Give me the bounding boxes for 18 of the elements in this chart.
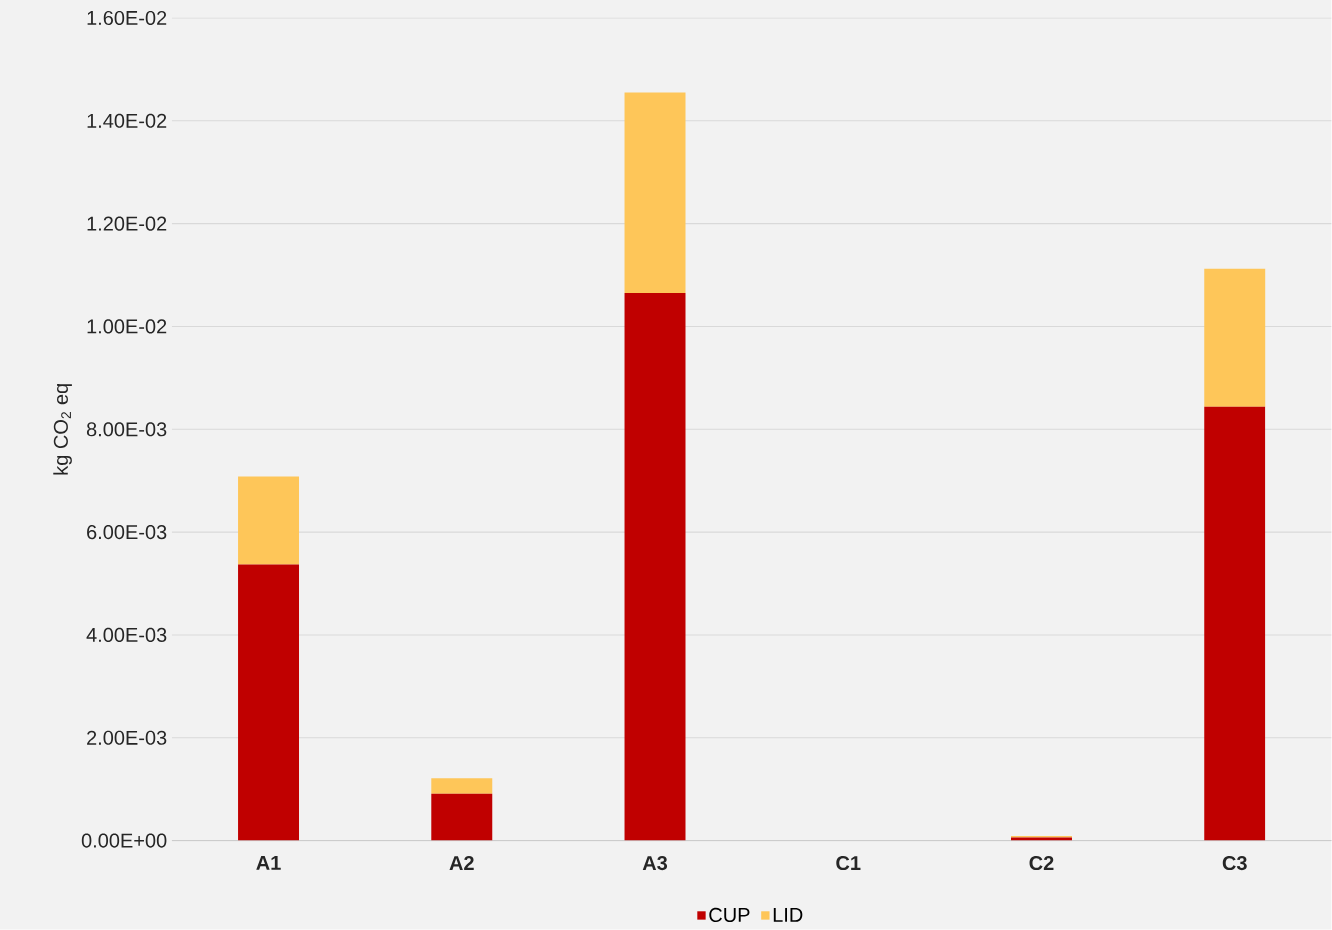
legend-label: CUP (709, 908, 750, 923)
y-tick-label: 8.00E-03 (86, 422, 167, 437)
y-tick-label: 6.00E-03 (87, 525, 167, 540)
y-tick-label: 1.20E-02 (87, 216, 167, 231)
x-tick-label: C1 (836, 856, 861, 871)
y-tick-label: 1.60E-02 (87, 11, 167, 26)
y-axis-title: kg CO$_{2}$ eq (53, 384, 72, 475)
y-tick-label: 0.00E+00 (81, 833, 167, 848)
y-tick-label: 4.00E-03 (86, 628, 167, 643)
x-tick-label: A1 (256, 856, 281, 870)
x-tick-label: A2 (449, 856, 474, 871)
y-tick-label: 2.00E-03 (87, 730, 167, 746)
x-tick-label: C2 (1029, 856, 1054, 871)
x-tick-label: A3 (642, 856, 668, 871)
y-tick-label: 1.40E-02 (87, 113, 167, 129)
x-tick-label: C3 (1222, 856, 1247, 871)
legend-label: LID (773, 908, 803, 922)
y-tick-label: 1.00E-02 (87, 319, 167, 334)
